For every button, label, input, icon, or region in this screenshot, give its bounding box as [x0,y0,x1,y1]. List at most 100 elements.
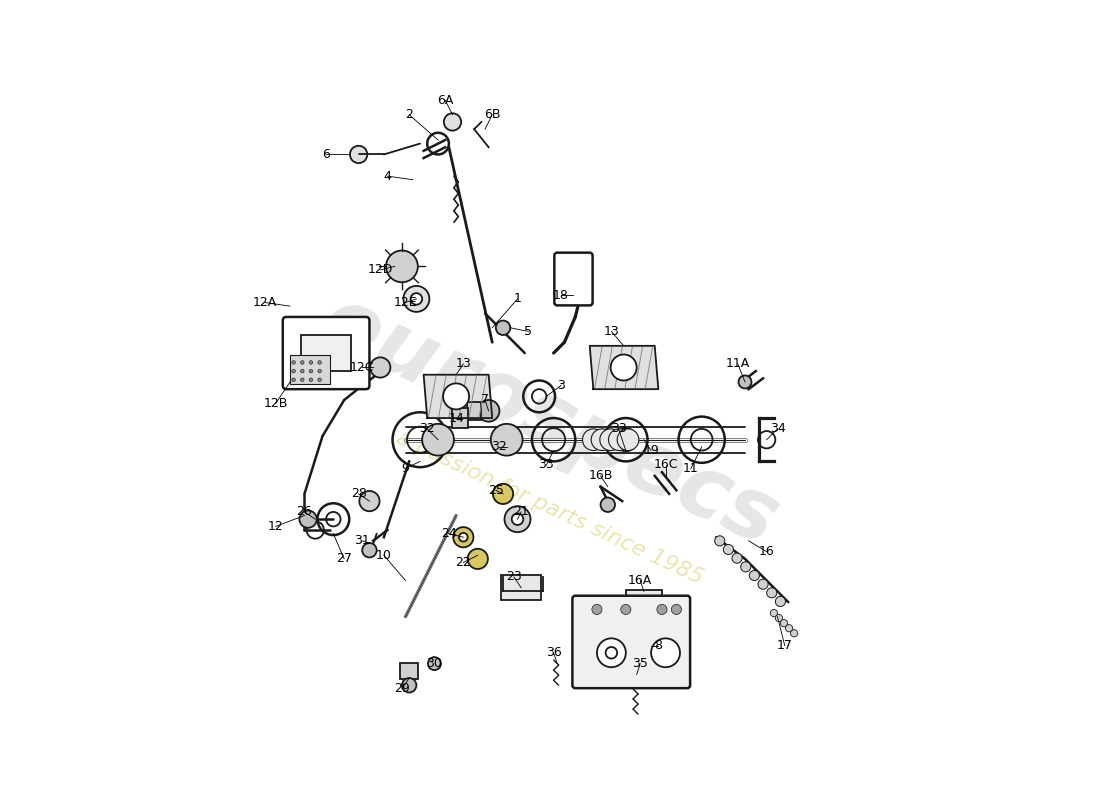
Text: 6A: 6A [437,94,453,106]
Circle shape [491,424,522,456]
Text: 18: 18 [553,289,569,302]
Circle shape [493,484,514,504]
Text: 34: 34 [770,422,785,435]
Text: 22: 22 [455,556,471,569]
FancyBboxPatch shape [572,596,690,688]
Text: 28: 28 [351,487,366,500]
Text: eurospecs: eurospecs [308,279,792,564]
Text: 24: 24 [441,527,456,540]
Circle shape [477,400,499,422]
Circle shape [617,429,639,450]
Circle shape [715,536,725,546]
Circle shape [422,424,454,456]
Circle shape [299,510,317,528]
Circle shape [591,429,613,450]
Circle shape [309,370,312,373]
Text: 12C: 12C [350,361,374,374]
Polygon shape [590,346,658,389]
Text: 23: 23 [506,570,521,583]
Circle shape [620,604,631,614]
Circle shape [651,638,680,667]
Text: 16B: 16B [588,470,613,482]
Text: 12E: 12E [394,296,417,309]
Circle shape [300,370,304,373]
Circle shape [610,354,637,381]
Circle shape [300,378,304,382]
Text: 35: 35 [632,657,648,670]
Circle shape [758,579,768,590]
Circle shape [512,514,524,525]
Circle shape [780,619,788,626]
Bar [300,335,351,371]
FancyBboxPatch shape [554,253,593,306]
Circle shape [402,678,417,693]
Circle shape [592,604,602,614]
Circle shape [601,498,615,512]
Text: 13: 13 [604,325,619,338]
Text: 17: 17 [777,639,793,652]
Circle shape [350,146,367,163]
Text: 12B: 12B [263,397,288,410]
Text: 16: 16 [759,545,774,558]
Circle shape [657,604,667,614]
Circle shape [318,361,321,364]
Text: 16A: 16A [628,574,652,587]
Circle shape [386,250,418,282]
Text: 11: 11 [683,462,698,475]
Text: 6B: 6B [484,108,500,122]
Circle shape [410,293,422,305]
Text: 26: 26 [297,506,312,518]
Circle shape [318,378,321,382]
Text: 33: 33 [539,458,554,471]
Circle shape [505,506,530,532]
Bar [626,590,662,615]
Circle shape [724,545,734,554]
Circle shape [443,114,461,130]
Text: 9: 9 [402,462,409,475]
Circle shape [318,370,321,373]
Circle shape [371,358,390,378]
Bar [290,355,330,384]
Circle shape [776,597,785,606]
Text: 29: 29 [394,682,410,695]
Text: 31: 31 [354,534,370,547]
Bar [466,402,482,420]
Text: 12: 12 [267,520,284,533]
Circle shape [292,370,296,373]
Circle shape [459,533,468,542]
Circle shape [770,610,778,617]
Text: 16C: 16C [653,458,678,471]
Circle shape [309,378,312,382]
Text: 4: 4 [384,170,392,182]
Text: 1: 1 [514,292,521,306]
Text: 32: 32 [419,422,436,435]
Circle shape [496,321,510,335]
Circle shape [732,553,742,563]
Circle shape [740,562,751,572]
Text: 25: 25 [488,484,504,497]
Circle shape [776,614,782,622]
Circle shape [443,383,469,410]
Circle shape [453,527,473,547]
Circle shape [360,491,379,511]
Text: 11A: 11A [726,358,750,370]
Text: 19: 19 [644,444,659,457]
Circle shape [362,543,376,558]
Circle shape [749,570,759,581]
Circle shape [600,429,621,450]
Text: 36: 36 [546,646,561,659]
Text: 8: 8 [654,639,662,652]
Circle shape [791,630,798,637]
Circle shape [608,429,630,450]
Circle shape [300,361,304,364]
Text: 21: 21 [514,506,529,518]
Text: 32: 32 [492,441,507,454]
Text: 6: 6 [322,148,330,161]
Circle shape [738,375,751,389]
Text: 3: 3 [557,379,564,392]
Text: 14: 14 [448,411,464,425]
Circle shape [404,286,429,312]
Bar [502,575,541,601]
Circle shape [785,625,793,632]
Text: 13: 13 [455,358,471,370]
